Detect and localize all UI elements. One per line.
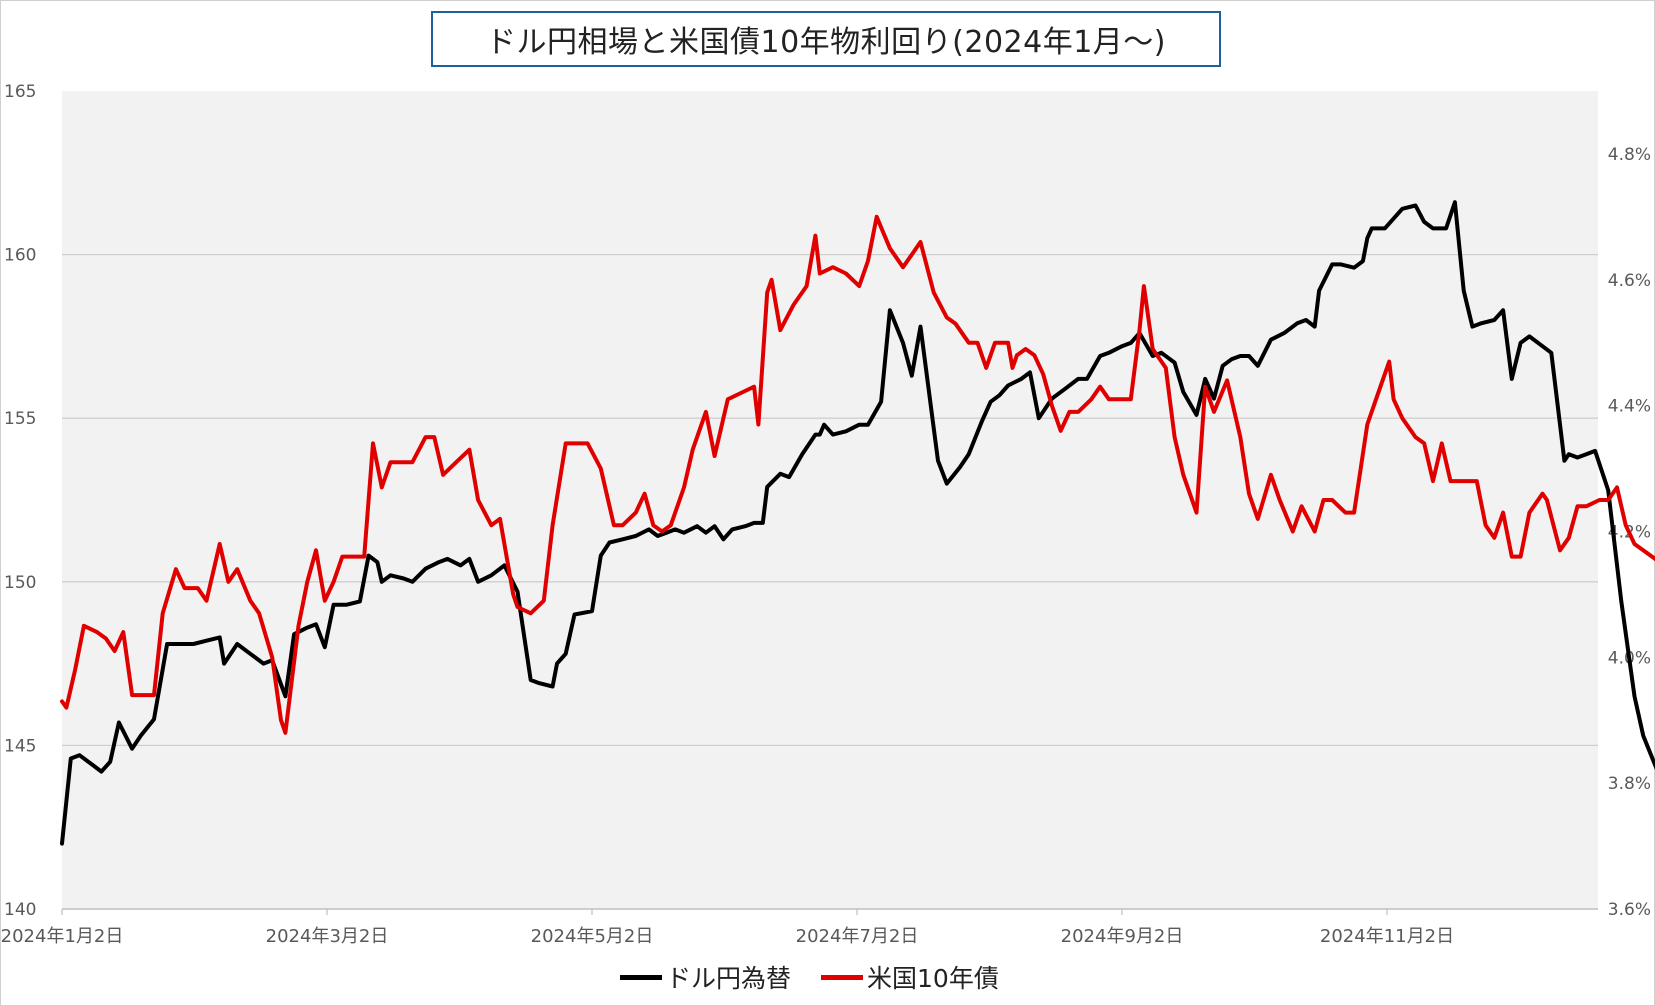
y-left-tick-label: 160 bbox=[4, 246, 36, 266]
legend-label-us10y: 米国10年債 bbox=[867, 964, 999, 993]
chart-title: ドル円相場と米国債10年物利回り(2024年1月～) bbox=[485, 25, 1167, 60]
y-left-tick-label: 165 bbox=[4, 82, 36, 102]
x-axis: 2024年1月2日 2024年3月2日 2024年5月2日 2024年7月2日 2024… bbox=[1, 909, 1454, 947]
plot-area bbox=[62, 91, 1598, 909]
y-right-tick-label: 3.6% bbox=[1608, 900, 1651, 920]
legend: ドル円為替 米国10年債 bbox=[620, 960, 999, 994]
y-right-tick-label: 3.8% bbox=[1608, 774, 1651, 794]
y-right-tick-label: 4.8% bbox=[1608, 145, 1651, 165]
legend-item-us10y: 米国10年債 bbox=[821, 959, 999, 995]
usdjpy-line bbox=[60, 200, 1655, 846]
x-tick-label: 2024年11月2日 bbox=[1320, 926, 1454, 947]
legend-swatch-us10y bbox=[821, 974, 864, 980]
y-axis-left: 140 145 150 155 160 165 bbox=[4, 82, 36, 920]
legend-item-usdjpy: ドル円為替 bbox=[620, 959, 791, 995]
legend-swatch-usdjpy bbox=[620, 974, 662, 980]
chart-title-box: ドル円相場と米国債10年物利回り(2024年1月～) bbox=[431, 11, 1221, 67]
y-left-tick-label: 150 bbox=[4, 573, 36, 593]
y-right-tick-label: 4.4% bbox=[1608, 397, 1651, 417]
y-left-tick-label: 145 bbox=[4, 736, 36, 756]
us10y-line bbox=[60, 214, 1655, 735]
legend-label-usdjpy: ドル円為替 bbox=[666, 964, 792, 993]
x-tick-label: 2024年9月2日 bbox=[1061, 926, 1184, 947]
grid-lines bbox=[62, 253, 1598, 747]
x-tick-label: 2024年7月2日 bbox=[796, 926, 919, 947]
y-left-tick-label: 140 bbox=[4, 900, 36, 920]
x-tick-label: 2024年5月2日 bbox=[531, 926, 654, 947]
x-tick-label: 2024年3月2日 bbox=[266, 926, 389, 947]
y-right-tick-label: 4.6% bbox=[1608, 271, 1651, 291]
series-layer bbox=[60, 200, 1655, 846]
y-left-tick-label: 155 bbox=[4, 409, 36, 429]
x-tick-label: 2024年1月2日 bbox=[1, 926, 124, 947]
